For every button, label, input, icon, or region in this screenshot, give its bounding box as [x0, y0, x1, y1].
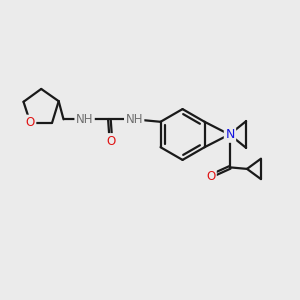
Text: N: N — [225, 128, 235, 141]
Text: O: O — [106, 134, 116, 148]
Text: O: O — [26, 116, 35, 129]
Text: NH: NH — [125, 113, 143, 126]
Text: NH: NH — [76, 113, 93, 126]
Text: O: O — [206, 169, 215, 182]
